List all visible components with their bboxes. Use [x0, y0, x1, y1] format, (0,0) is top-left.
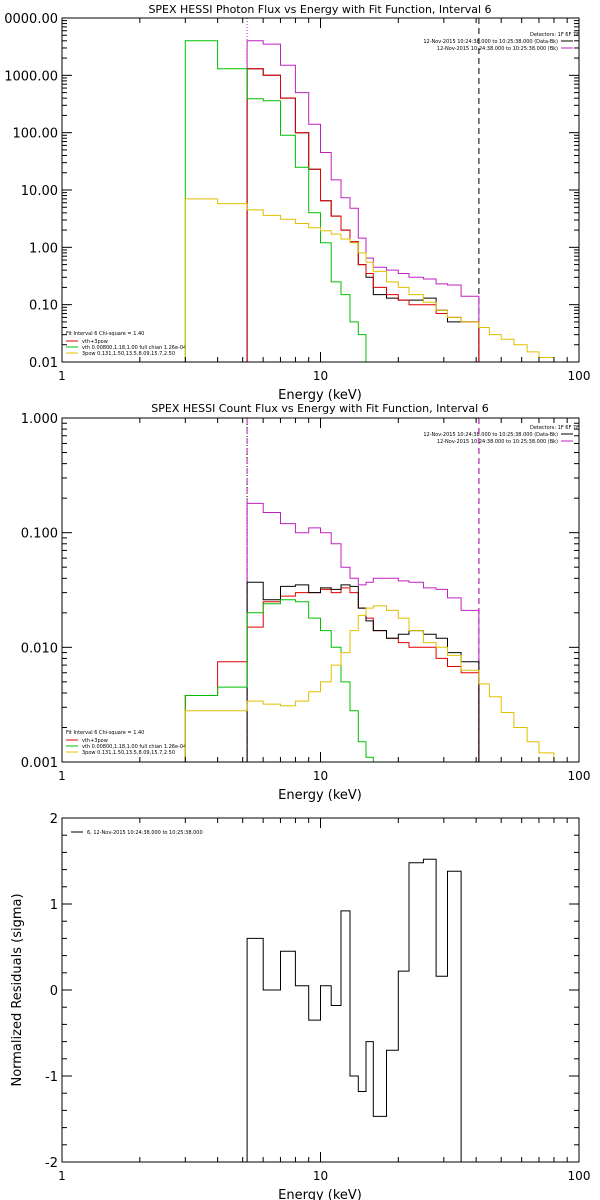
count-flux-legend-fit-vth: vth 0.00800,1.18,1.00 full chian 1.26e-0…: [82, 744, 186, 750]
photon-flux-title: SPEX HESSI Photon Flux vs Energy with Fi…: [148, 3, 491, 16]
photon-flux-legend-bk: 12-Nov-2015 10:24:38.000 to 10:25:38.000…: [437, 46, 558, 52]
residuals-series-0: [246, 858, 479, 1162]
count-flux-detectors-label: Detectors: 1F 6F 7F: [530, 425, 579, 431]
count-flux-xtick-label: 10: [313, 769, 328, 783]
count-flux-xlabel: Energy (keV): [278, 788, 362, 803]
photon-flux-series-0: [246, 40, 480, 362]
count-flux-xtick-label: 100: [568, 769, 591, 783]
photon-flux-ytick-label: 10.00: [21, 184, 58, 199]
residuals-ytick-label: 0: [50, 984, 58, 999]
count-flux-panel: SPEX HESSI Count Flux vs Energy with Fit…: [21, 402, 591, 803]
residuals-xtick-label: 1: [58, 1169, 66, 1183]
residuals-panel: 6, 12-Nov-2015 10:24:38.000 to 10:25:38.…: [10, 812, 590, 1200]
count-flux-legend-data: 12-Nov-2015 10:24:38.000 to 10:25:38.000…: [423, 432, 558, 438]
count-flux-xtick-label: 1: [58, 769, 66, 783]
count-flux-series-4: [184, 605, 568, 762]
photon-flux-series-4: [184, 198, 568, 362]
photon-flux-legend-fit-3pow: 3pow 0.131,1.50,13.5,8.09,15.7,2.50: [82, 351, 175, 357]
count-flux-legend-fit-3pow: 3pow 0.131,1.50,13.5,8.09,15.7,2.50: [82, 750, 175, 756]
count-flux-title: SPEX HESSI Count Flux vs Energy with Fit…: [151, 402, 488, 415]
residuals-xlabel: Energy (keV): [278, 1188, 362, 1200]
count-flux-ytick-label: 0.001: [21, 756, 58, 771]
photon-flux-xtick-label: 1: [58, 369, 66, 383]
residuals-ytick-label: 2: [50, 812, 58, 827]
count-flux-plot: 1 10 100 0.001 0.010 0.100 1.000: [21, 412, 591, 783]
photon-flux-panel: SPEX HESSI Photon Flux vs Energy with Fi…: [4, 3, 590, 403]
photon-flux-legend-data: 12-Nov-2015 10:24:38.000 to 10:25:38.000…: [423, 39, 558, 45]
count-flux-ytick-label: 0.100: [21, 527, 58, 542]
photon-flux-plot: 1 10 100 0.01 0.10 1.00 10.00 100.00 1000.00 0000…: [4, 12, 590, 383]
residuals-ytick-label: -2: [45, 1156, 58, 1171]
photon-flux-detectors-label: Detectors: 1F 6F 7F: [530, 32, 579, 38]
photon-flux-legend-fit-vth: vth 0.00800,1.18,1.00 full chian 1.26e-0…: [82, 345, 186, 351]
residuals-xtick-label: 100: [568, 1169, 591, 1183]
residuals-ytick-label: 1: [50, 898, 58, 913]
photon-flux-legend-fit-total: vth+3pow: [82, 339, 108, 345]
photon-flux-ytick-label: 100.00: [13, 127, 59, 142]
residuals-plot: 1 10 100 -2 -1 0 1 2: [45, 812, 590, 1183]
photon-flux-ytick-label: 0000.00: [4, 12, 58, 27]
count-flux-ytick-label: 0.010: [21, 641, 58, 656]
count-flux-series-0: [246, 502, 480, 762]
photon-flux-ytick-label: 1.00: [29, 241, 58, 256]
photon-flux-xtick-label: 10: [313, 369, 328, 383]
photon-flux-fit-label: Fit Interval 6 Chi-square = 1.40: [66, 331, 144, 337]
photon-flux-xlabel: Energy (keV): [278, 388, 362, 403]
photon-flux-xtick-label: 100: [568, 369, 591, 383]
count-flux-series-2: [246, 581, 480, 762]
count-flux-ytick-label: 1.000: [21, 412, 58, 427]
photon-flux-ytick-label: 0.10: [29, 299, 58, 314]
photon-flux-series-3: [184, 40, 374, 362]
residuals-ytick-label: -1: [45, 1070, 58, 1085]
count-flux-legend-fit-total: vth+3pow: [82, 738, 108, 744]
photon-flux-ytick-label: 1000.00: [4, 69, 58, 84]
count-flux-fit-label: Fit Interval 6 Chi-square = 1.40: [66, 730, 144, 736]
count-flux-legend-bk: 12-Nov-2015 10:24:38.000 to 10:25:38.000…: [437, 439, 558, 445]
residuals-xtick-label: 10: [313, 1169, 328, 1183]
photon-flux-ytick-label: 0.01: [29, 356, 58, 371]
residuals-ylabel: Normalized Residuals (sigma): [10, 893, 25, 1086]
count-flux-series-3: [184, 599, 374, 762]
residuals-legend-label: 6, 12-Nov-2015 10:24:38.000 to 10:25:38.…: [87, 830, 203, 836]
